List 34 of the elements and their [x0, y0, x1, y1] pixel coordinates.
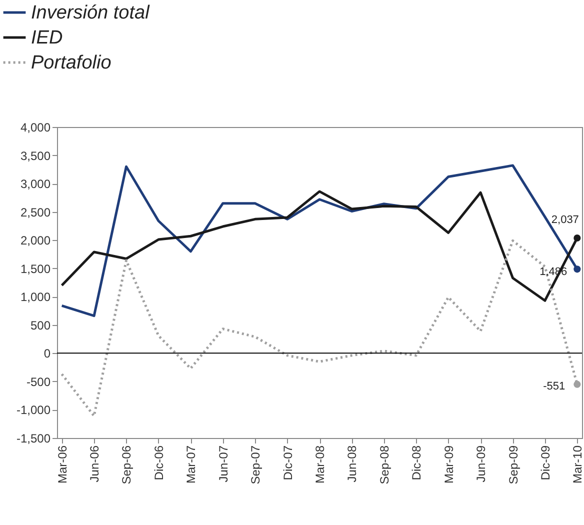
x-tick-label: Dic-09 [538, 445, 552, 480]
x-tick-label: Dic-06 [152, 445, 166, 480]
x-tick-label: Jun-07 [216, 445, 230, 482]
y-tick-label: 2,500 [20, 205, 51, 220]
y-tick-label: 500 [30, 318, 51, 332]
x-tick-label: Dic-08 [410, 445, 424, 480]
y-tick-label: 4,000 [20, 120, 51, 134]
x-tick-label: Mar-06 [55, 445, 70, 484]
y-tick-label: -500 [26, 374, 51, 389]
y-tick-label: 1,500 [20, 262, 51, 276]
data-label: 2,037 [551, 214, 579, 226]
y-tick-label: 3,000 [20, 177, 51, 192]
y-tick-label: 3,500 [20, 148, 51, 163]
x-tick-label: Sep-08 [377, 445, 392, 484]
y-tick-label: -1,000 [16, 403, 51, 418]
x-tick-label: Mar-10 [570, 445, 584, 484]
legend-label: Inversión total [31, 2, 150, 24]
x-tick-label: Sep-07 [248, 445, 263, 484]
data-label: -551 [543, 380, 566, 392]
y-tick-label: 1,000 [20, 290, 51, 304]
legend-label: IED [31, 28, 63, 48]
x-tick-label: Mar-09 [442, 445, 456, 484]
y-tick-label: 2,000 [20, 234, 51, 248]
y-tick-label: -1,500 [16, 432, 51, 446]
x-tick-label: Dic-07 [280, 445, 295, 480]
x-tick-label: Mar-07 [184, 445, 198, 484]
x-tick-label: Jun-08 [345, 445, 360, 482]
x-tick-label: Mar-08 [313, 445, 327, 484]
x-tick-label: Jun-06 [88, 445, 102, 482]
x-tick-label: Sep-06 [120, 445, 134, 484]
x-tick-label: Jun-09 [474, 445, 488, 482]
x-tick-label: Sep-09 [506, 445, 520, 484]
legend-label: Portafolio [31, 52, 112, 74]
y-tick-label: 0 [44, 346, 51, 361]
